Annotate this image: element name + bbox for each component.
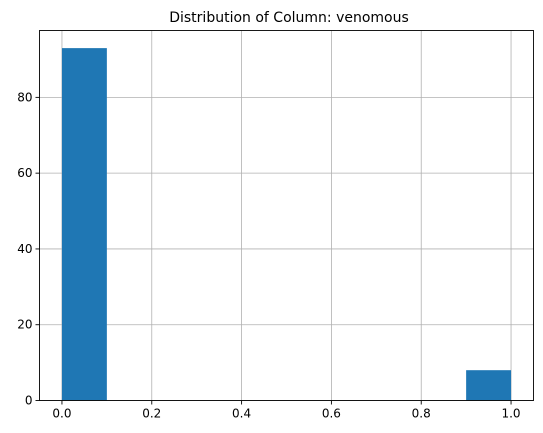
x-tick-label: 1.0 xyxy=(501,407,520,421)
plot-frame xyxy=(39,30,534,401)
x-tick-label: 0.4 xyxy=(232,407,251,421)
y-tick-label: 20 xyxy=(17,318,32,332)
x-tick-label: 0.0 xyxy=(52,407,71,421)
ticks-layer: 0.0 0.2 0.4 0.6 0.8 1.0 0 20 40 60 80 xyxy=(17,90,520,420)
histogram-bar-0 xyxy=(61,48,107,401)
bars-layer xyxy=(61,48,512,401)
grid-layer xyxy=(39,30,534,401)
y-tick-label: 60 xyxy=(17,166,32,180)
y-tick-label: 80 xyxy=(17,90,32,104)
x-tick-label: 0.2 xyxy=(142,407,161,421)
histogram-bar-9 xyxy=(466,370,512,401)
x-tick-label: 0.6 xyxy=(322,407,341,421)
chart-title: Distribution of Column: venomous xyxy=(169,10,409,26)
y-tick-label: 0 xyxy=(25,394,33,408)
x-tick-label: 0.8 xyxy=(412,407,431,421)
y-tick-label: 40 xyxy=(17,242,32,256)
